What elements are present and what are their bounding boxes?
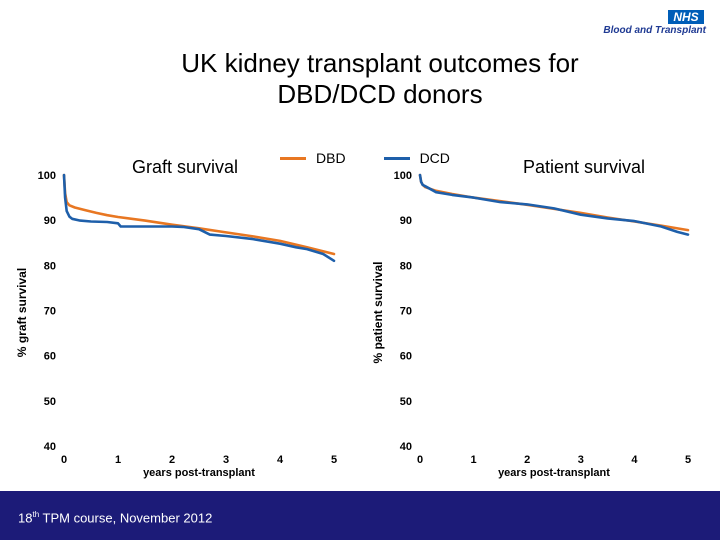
legend-label-dbd: DBD <box>316 150 346 166</box>
footer-bar: 18th TPM course, November 2012 <box>0 491 720 540</box>
patient-series-dcd-line <box>418 173 690 236</box>
patient-series-dbd-line <box>418 173 690 232</box>
patient-y-tick-label: 40 <box>400 441 412 453</box>
graft-x-tick-label: 3 <box>223 454 229 466</box>
patient-survival-title: Patient survival <box>523 157 646 177</box>
graft-series-dcd-line <box>62 173 336 263</box>
legend-swatch-dcd <box>383 156 410 160</box>
slide-title-line1: UK kidney transplant outcomes for <box>181 48 579 78</box>
graft-y-tick-label: 90 <box>44 215 56 227</box>
slide-title: UK kidney transplant outcomes for DBD/DC… <box>130 48 630 110</box>
legend-item-dcd: DCD <box>383 150 450 166</box>
graft-y-tick-label: 60 <box>44 351 56 363</box>
patient-x-tick-label: 2 <box>524 454 530 466</box>
graft-y-tick-label: 80 <box>44 260 56 272</box>
graft-x-tick-label: 2 <box>169 454 175 466</box>
graft-y-axis-label: % graft survival <box>15 268 29 357</box>
legend-label-dcd: DCD <box>419 150 450 166</box>
patient-y-tick-label: 60 <box>400 351 412 363</box>
footer-course-suffix: th <box>32 510 40 519</box>
patient-x-tick-label: 0 <box>417 454 423 466</box>
patient-x-tick-label: 3 <box>578 454 584 466</box>
patient-x-axis-label: years post-transplant <box>498 467 610 479</box>
footer-course-number: 18 <box>18 510 33 526</box>
graft-y-tick-label: 70 <box>44 306 56 318</box>
graft-series-dbd-line <box>62 173 336 256</box>
patient-x-tick-label: 1 <box>471 454 477 466</box>
legend-swatch-dbd <box>280 156 306 160</box>
graft-y-tick-label: 100 <box>38 170 56 182</box>
graft-y-tick-label: 40 <box>44 441 56 453</box>
graft-x-tick-label: 4 <box>277 454 284 466</box>
graft-x-tick-label: 1 <box>115 454 121 466</box>
patient-y-tick-label: 70 <box>400 306 412 318</box>
graft-survival-title: Graft survival <box>132 157 239 177</box>
graft-x-axis-label: years post-transplant <box>143 467 255 479</box>
legend-item-dbd: DBD <box>280 150 346 166</box>
patient-chart: 40 50 60 70 80 90 100 0 1 2 3 4 5 years post-transpla… <box>371 170 691 479</box>
nhs-blood-and-transplant-logo: NHS Blood and Transplant <box>594 10 706 40</box>
graft-x-tick-label: 5 <box>331 454 337 466</box>
graft-chart: 40 50 60 70 80 90 100 0 1 2 3 4 5 years post-transpla… <box>15 170 337 479</box>
logo-text: Blood and Transplant <box>603 25 706 36</box>
footer-text: 18th TPM course, November 2012 <box>18 510 212 525</box>
patient-y-tick-label: 90 <box>400 215 412 227</box>
nhs-logo-mark: NHS <box>668 10 704 24</box>
patient-y-axis-label: % patient survival <box>371 261 385 363</box>
graft-y-tick-label: 50 <box>44 396 56 408</box>
patient-y-tick-label: 50 <box>400 396 412 408</box>
footer-course-rest: TPM course, November 2012 <box>39 510 213 526</box>
patient-x-tick-label: 5 <box>685 454 691 466</box>
legend: DBD DCD <box>280 150 450 166</box>
graft-x-tick-label: 0 <box>61 454 67 466</box>
patient-y-tick-label: 80 <box>400 260 412 272</box>
patient-y-tick-label: 100 <box>394 170 412 182</box>
slide-title-line2: DBD/DCD donors <box>277 79 483 109</box>
patient-x-tick-label: 4 <box>631 454 638 466</box>
